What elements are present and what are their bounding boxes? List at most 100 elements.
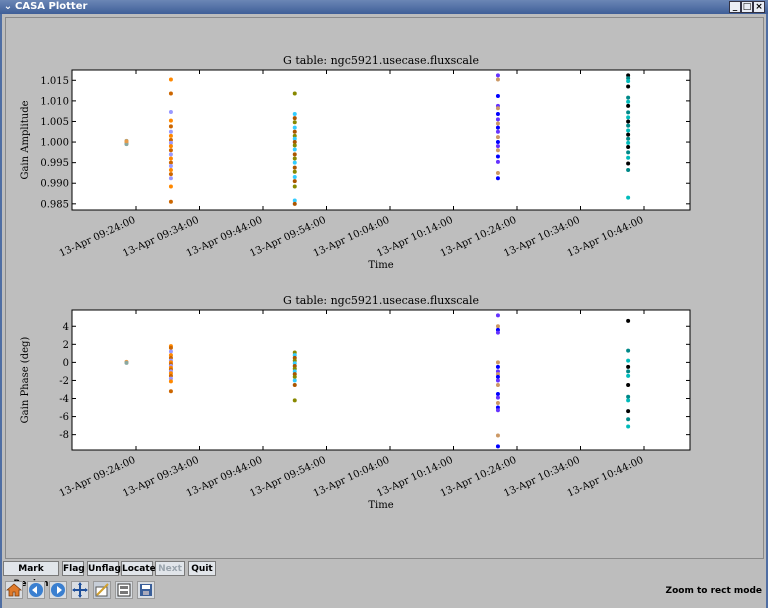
forward-icon[interactable] [49,581,67,599]
data-point [495,135,500,140]
data-point [168,349,173,354]
data-point [168,160,173,165]
data-point [626,73,631,78]
data-point [626,140,631,145]
save-icon[interactable] [137,581,155,599]
window-frame-left [0,14,2,608]
data-point [292,116,297,121]
data-point [626,84,631,89]
next-button[interactable]: Next [155,561,185,576]
maximize-icon[interactable]: □ [741,1,753,13]
subplots-icon[interactable] [115,581,133,599]
back-icon[interactable] [27,581,45,599]
data-point [626,394,631,399]
data-point [168,144,173,149]
data-point [626,79,631,84]
data-point [495,378,500,383]
data-point [626,150,631,155]
unflag-button[interactable]: Unflag [87,561,121,576]
window-title: CASA Plotter [15,1,88,12]
minimize-icon[interactable]: _ [729,1,741,13]
y-tick-label: 2 [63,340,69,351]
data-point [626,358,631,363]
plot-canvas[interactable]: G table: ngc5921.usecase.fluxscale 0.985 0… [5,17,764,559]
y-axis-label: Gain Amplitude [20,100,31,179]
data-point [495,330,500,335]
home-icon[interactable] [5,581,23,599]
data-point [495,392,500,396]
window-menu-icon[interactable]: ⌄ [3,1,13,12]
data-point [292,382,297,387]
data-point [626,119,631,124]
data-point [495,444,500,449]
locate-button[interactable]: Locate [121,561,156,576]
y-tick-label: -6 [59,412,69,423]
data-point [626,417,631,422]
plot-area [71,69,691,211]
mark-region-button[interactable]: Mark Region [3,561,59,589]
data-point [495,77,500,82]
data-point [495,313,500,318]
data-point [626,409,631,414]
data-point [495,73,500,78]
data-point [626,95,631,100]
y-tick-label: 1.015 [40,76,69,87]
data-point [626,123,631,128]
data-point [292,147,297,152]
data-point [292,125,297,130]
data-point [495,360,500,365]
data-point [495,121,500,126]
y-tick-label: 1.005 [40,117,69,128]
data-point [292,378,297,383]
y-axis-label: Gain Phase (deg) [20,337,31,424]
data-point [292,129,297,134]
close-icon[interactable]: × [753,1,765,13]
window-titlebar: ⌄ CASA Plotter _ □ × [0,0,768,14]
data-point [495,106,500,111]
data-point [495,148,500,153]
data-point [168,199,173,204]
data-point [495,374,500,379]
status-message: Zoom to rect mode [665,586,762,596]
data-point [292,133,297,138]
data-point [292,169,297,174]
data-point [168,133,173,138]
data-point [495,154,500,159]
data-point [626,103,631,108]
data-point [495,159,500,164]
data-point [124,139,129,144]
pan-icon[interactable] [71,581,89,599]
data-point [168,156,173,161]
data-point [168,110,173,114]
y-tick-label: 0.995 [40,158,69,169]
data-point [292,201,297,206]
data-point [626,115,631,120]
data-point [495,112,500,117]
data-point [626,132,631,137]
data-point [626,195,631,200]
data-point [495,125,500,130]
data-point [626,161,631,166]
flag-button[interactable]: Flag [62,561,85,576]
data-point [292,112,297,117]
data-point [292,184,297,189]
data-point [124,360,129,365]
data-point [168,172,173,177]
y-tick-label: 0.990 [40,179,69,190]
data-point [495,117,500,122]
plot-figure[interactable]: G table: ngc5921.usecase.fluxscale 0.985 0… [6,18,763,558]
data-point [626,128,631,133]
data-point [292,160,297,165]
zoom-rect-icon[interactable] [93,581,111,599]
quit-button[interactable]: Quit [188,561,216,576]
data-point [168,138,173,142]
data-point [168,91,173,96]
data-point [168,176,173,181]
data-point [292,152,297,157]
x-axis-label: Time [368,500,393,511]
data-point [626,155,631,160]
chart-1: G table: ngc5921.usecase.fluxscale 0.985 0… [20,54,691,271]
y-tick-label: 4 [63,322,69,333]
y-tick-label: 1.010 [40,96,69,107]
data-point [292,143,297,148]
